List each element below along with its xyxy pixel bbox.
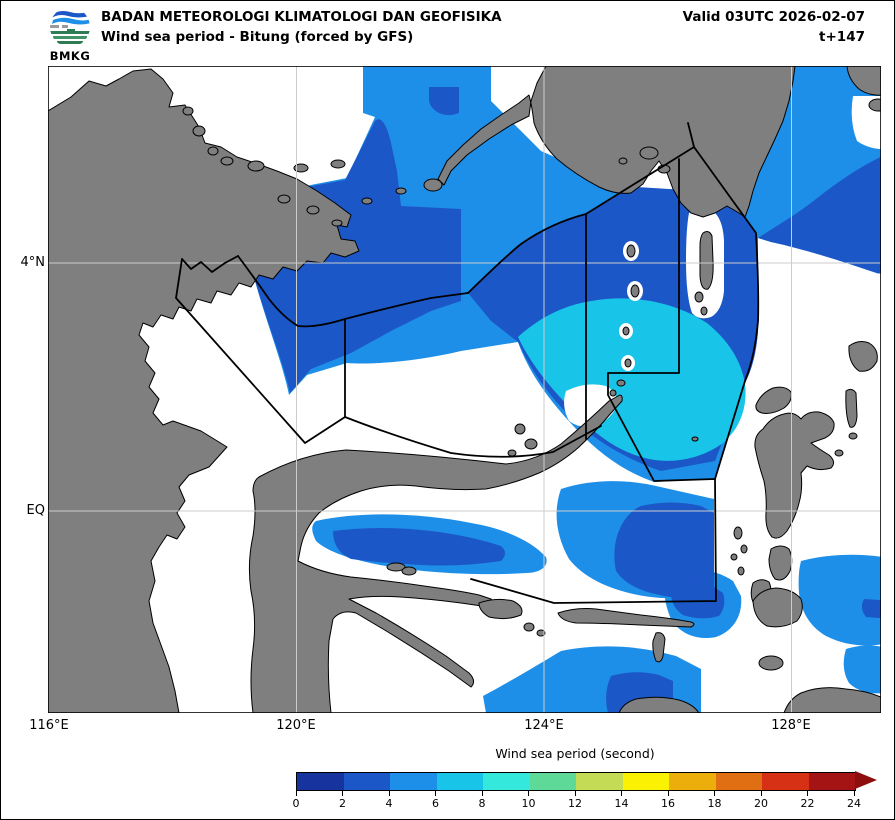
bmkg-logo-globe — [50, 7, 90, 47]
landmasses — [48, 66, 881, 713]
colorbar-tick-label: 12 — [568, 797, 582, 810]
lon-label-120e: 120°E — [276, 718, 316, 733]
colorbar-ticks: 0 2 4 6 8 10 12 14 16 18 20 22 24 — [293, 790, 861, 814]
land-obi — [752, 587, 803, 671]
land-sula-islands — [557, 608, 695, 663]
colorbar-tick-label: 6 — [432, 797, 439, 810]
colorbar-tick-label: 16 — [661, 797, 675, 810]
bmkg-logo: BMKG — [45, 5, 95, 63]
lon-label-128e: 128°E — [771, 718, 811, 733]
land-borneo — [48, 68, 360, 713]
land-mindanao — [437, 66, 796, 218]
colorbar-title: Wind sea period (second) — [495, 746, 655, 761]
land-talaud-islands — [694, 231, 714, 316]
bmkg-logo-text: BMKG — [49, 49, 91, 63]
colorbar-tick-label: 22 — [800, 797, 815, 810]
colorbar-tick-label: 2 — [339, 797, 346, 810]
colorbar-tick-label: 0 — [292, 797, 300, 810]
colorbar-tick-label: 24 — [847, 797, 861, 810]
lat-label-eq: EQ — [26, 503, 45, 518]
colorbar-segments — [296, 772, 856, 791]
lon-label-116e: 116°E — [29, 718, 69, 733]
land-togian-islands — [386, 562, 417, 576]
colorbar-tick-label: 4 — [385, 797, 393, 810]
land-siau-islands — [507, 423, 699, 457]
land-sulawesi — [248, 394, 623, 713]
colorbar-tick-label: 18 — [707, 797, 722, 810]
colorbar-tick-label: 20 — [754, 797, 768, 810]
colorbar-tick-label: 14 — [614, 797, 629, 810]
colorbar-tick-label: 8 — [478, 797, 486, 810]
product-title: Wind sea period - Bitung (forced by GFS) — [101, 29, 414, 45]
land-buru — [618, 696, 700, 713]
forecast-zone-boundaries — [175, 122, 760, 604]
colorbar-arrow — [855, 771, 877, 789]
land-sulu-islands — [182, 106, 443, 227]
land-top-right — [846, 66, 881, 124]
land-right-edge-islands — [845, 341, 878, 440]
lon-label-124e: 124°E — [524, 718, 564, 733]
valid-time: Valid 03UTC 2026-02-07 — [682, 9, 865, 25]
lat-label-4n: 4°N — [20, 255, 46, 270]
graticule — [48, 66, 881, 713]
land-banggai-islands — [478, 598, 546, 637]
agency-title: BADAN METEOROLOGI KLIMATOLOGI DAN GEOFIS… — [101, 9, 502, 25]
colorbar-tick-label: 10 — [521, 797, 536, 810]
forecast-step: t+147 — [819, 29, 865, 45]
